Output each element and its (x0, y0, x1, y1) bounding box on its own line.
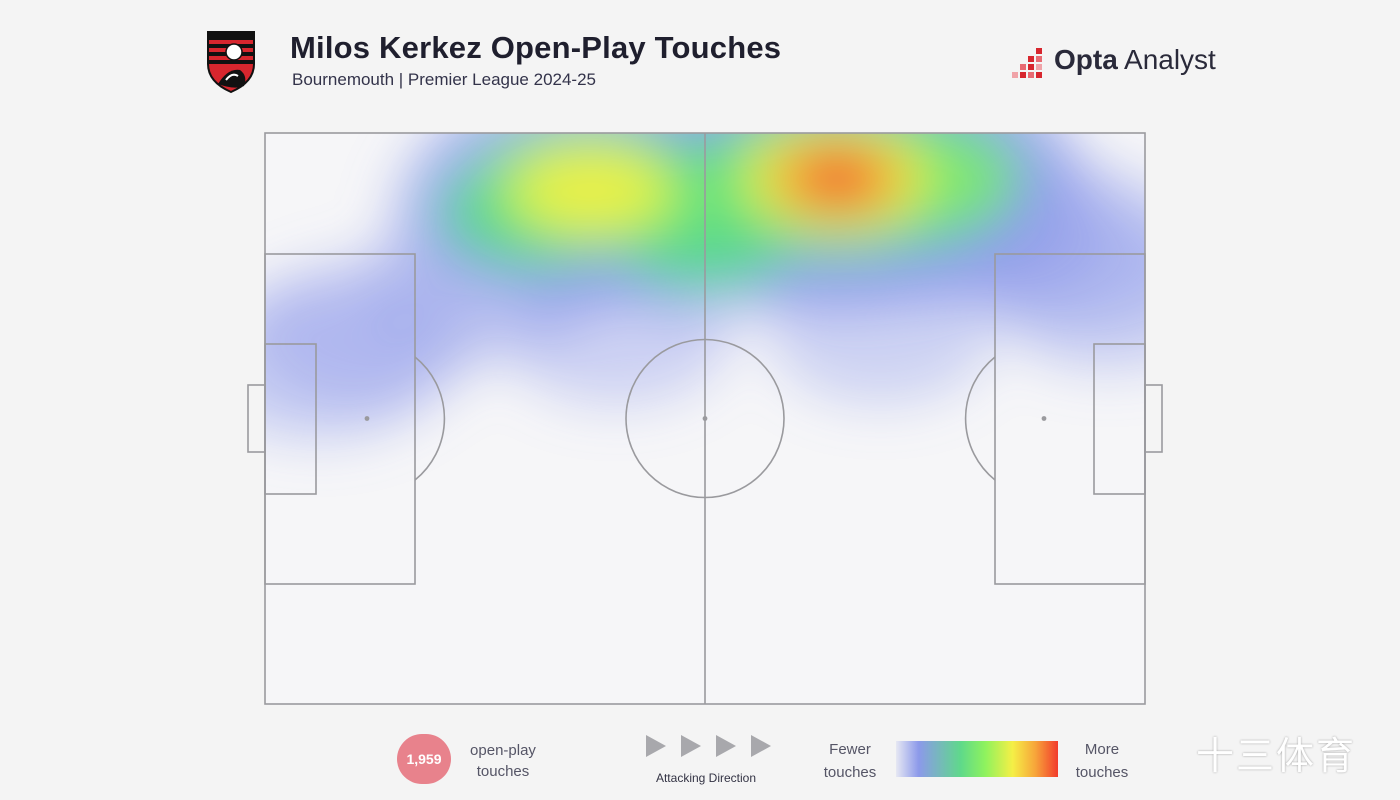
scale-high-label: More touches (1066, 738, 1138, 784)
scale-high-line1: More (1084, 741, 1120, 758)
left-goal (247, 384, 266, 453)
afc-bournemouth-crest-icon (207, 31, 255, 94)
heat-blob-core (512, 146, 669, 234)
left-penalty-spot (364, 416, 370, 421)
opta-analyst-logo: Opta Analyst (1008, 44, 1218, 84)
direction-arrow-icon (751, 735, 771, 757)
touch-count-badge: 1,959 (397, 734, 451, 784)
scale-low-line2: touches (823, 764, 877, 781)
right-penalty-spot (1041, 416, 1047, 421)
right-penalty-arc (964, 356, 996, 481)
count-label-line1: open-play (470, 742, 536, 759)
page-title: Milos Kerkez Open-Play Touches (290, 30, 782, 65)
heatmap-density-layer (265, 133, 1145, 440)
right-goal (1144, 384, 1163, 453)
attacking-direction-label: Attacking Direction (655, 771, 757, 785)
count-label-line2: touches (476, 763, 530, 780)
touch-count-label: open-play touches (462, 740, 544, 782)
centre-spot (702, 416, 708, 421)
heat-blob-outer (265, 283, 442, 440)
scale-high-line2: touches (1075, 764, 1129, 781)
brand-name-light: Analyst (1117, 44, 1216, 75)
attacking-direction-arrows (646, 735, 771, 757)
heat-blob-core (793, 154, 881, 204)
centre-circle (625, 338, 785, 499)
legend (0, 720, 1400, 800)
watermark: 十三体育 (1196, 734, 1357, 778)
scale-low-label: Fewer touches (814, 738, 886, 784)
direction-arrow-icon (716, 735, 736, 757)
color-scale-bar (896, 741, 1058, 777)
scale-low-line1: Fewer (829, 741, 871, 758)
left-penalty-arc (414, 356, 446, 481)
opta-logo-icon (1012, 48, 1042, 78)
direction-arrow-icon (646, 735, 666, 757)
brand-name-bold: Opta (1054, 44, 1118, 75)
direction-arrow-icon (681, 735, 701, 757)
header: Milos Kerkez Open-Play Touches Bournemou… (0, 0, 1400, 110)
page-subtitle: Bournemouth | Premier League 2024-25 (292, 70, 596, 89)
